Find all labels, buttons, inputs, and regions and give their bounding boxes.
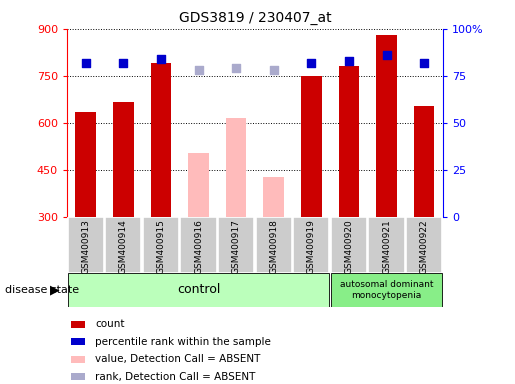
Point [420,60,428,66]
FancyBboxPatch shape [105,217,142,273]
Text: value, Detection Call = ABSENT: value, Detection Call = ABSENT [95,354,261,364]
Text: GSM400916: GSM400916 [194,219,203,274]
Point [81,60,90,66]
Bar [75,112,96,217]
Text: count: count [95,319,125,329]
Bar [71,356,85,363]
Point [269,67,278,73]
Bar [301,76,322,217]
Point [195,67,203,73]
FancyBboxPatch shape [180,217,217,273]
FancyBboxPatch shape [406,217,442,273]
Point [382,52,390,58]
FancyBboxPatch shape [67,217,104,273]
Text: percentile rank within the sample: percentile rank within the sample [95,337,271,347]
FancyBboxPatch shape [67,273,330,307]
Bar [188,153,209,217]
FancyBboxPatch shape [331,217,367,273]
Text: GSM400918: GSM400918 [269,219,278,274]
Text: GSM400921: GSM400921 [382,219,391,274]
FancyBboxPatch shape [331,273,442,307]
Title: GDS3819 / 230407_at: GDS3819 / 230407_at [179,11,331,25]
Point [157,56,165,62]
Text: GSM400920: GSM400920 [345,219,353,274]
Bar [376,35,397,217]
Bar [338,66,359,217]
FancyBboxPatch shape [143,217,179,273]
Point [307,60,315,66]
Text: ▶: ▶ [49,283,59,296]
Bar [71,321,85,328]
FancyBboxPatch shape [218,217,254,273]
Point [345,58,353,64]
Bar [414,106,435,217]
Text: GSM400915: GSM400915 [157,219,165,274]
FancyBboxPatch shape [368,217,405,273]
Text: GSM400919: GSM400919 [307,219,316,274]
Text: GSM400914: GSM400914 [119,219,128,274]
Point [119,60,128,66]
Bar [71,338,85,345]
Text: GSM400913: GSM400913 [81,219,90,274]
Point [232,65,240,71]
Text: control: control [177,283,220,296]
Text: rank, Detection Call = ABSENT: rank, Detection Call = ABSENT [95,372,256,382]
FancyBboxPatch shape [293,217,330,273]
Text: autosomal dominant
monocytopenia: autosomal dominant monocytopenia [340,280,433,300]
Bar [263,177,284,217]
Bar [150,63,171,217]
Text: GSM400922: GSM400922 [420,219,428,274]
Text: GSM400917: GSM400917 [232,219,241,274]
FancyBboxPatch shape [255,217,292,273]
Bar [71,373,85,380]
Bar [113,103,134,217]
Text: disease state: disease state [5,285,79,295]
Bar [226,118,247,217]
